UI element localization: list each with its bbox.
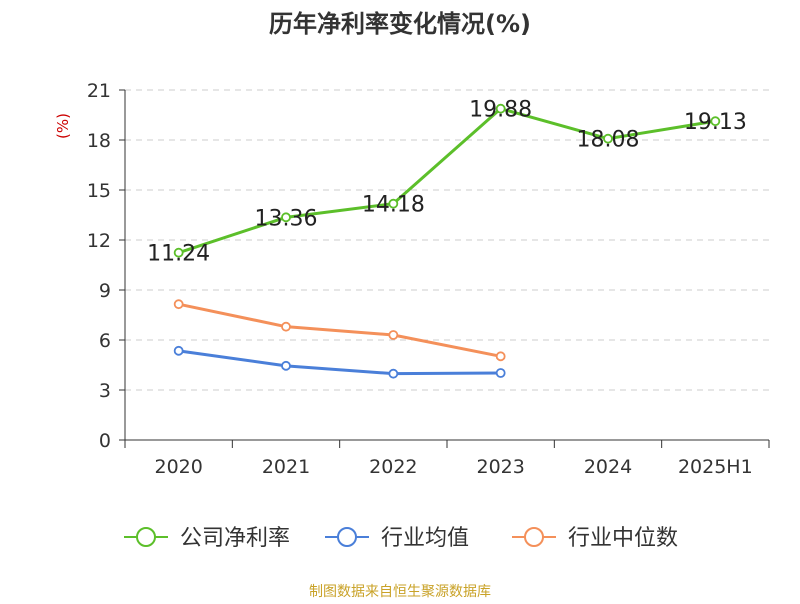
legend-label: 公司净利率 (180, 526, 290, 551)
data-point (173, 247, 184, 258)
x-tick-label: 2023 (476, 456, 524, 478)
data-point (173, 345, 184, 356)
series-lines (173, 103, 721, 379)
data-point (710, 116, 721, 127)
data-point (603, 133, 613, 144)
data-label: 11.24 (147, 242, 210, 267)
x-tick-label: 2025H1 (678, 456, 753, 478)
data-point (173, 299, 184, 310)
data-labels: 11.24 13.36 14.18 19.88 18.08 19.13 (147, 98, 747, 267)
chart-title: 历年净利率变化情况(%) (269, 10, 531, 38)
x-tick-label: 2021 (262, 456, 310, 478)
y-tick-label: 12 (87, 230, 111, 252)
y-tick-label: 3 (99, 380, 111, 402)
series-line (178, 107, 716, 255)
data-point (495, 351, 506, 362)
y-tick-label: 6 (99, 330, 111, 352)
y-tick-label: 9 (99, 280, 111, 302)
data-label: 19.13 (684, 110, 747, 135)
series-line (178, 302, 501, 358)
x-tick-label: 2024 (584, 456, 632, 478)
legend-marker (524, 527, 544, 547)
data-point (495, 368, 506, 378)
legend-label: 行业中位数 (568, 526, 678, 551)
data-label: 18.08 (577, 128, 640, 153)
x-tick-label: 2020 (154, 456, 202, 478)
data-label: 19.88 (469, 98, 532, 123)
y-tick-label: 21 (87, 80, 111, 102)
data-point (388, 198, 399, 209)
data-point (388, 368, 399, 379)
axes: 0 3 6 9 12 15 18 21 2020 2021 2022 2023 2024 2025H1 (87, 80, 770, 478)
legend-marker (337, 527, 357, 547)
legend: 公司净利率 行业均值 行业中位数 (124, 526, 678, 551)
data-point (388, 330, 399, 340)
data-point (281, 321, 291, 332)
data-label: 14.18 (362, 193, 425, 218)
data-label: 13.36 (255, 206, 318, 231)
y-tick-label: 0 (99, 430, 111, 452)
legend-label: 行业均值 (381, 526, 469, 551)
y-tick-label: 15 (87, 180, 111, 202)
data-point (281, 212, 291, 223)
data-point (495, 103, 506, 114)
grid-lines (125, 89, 769, 391)
legend-marker (136, 527, 156, 547)
y-tick-label: 18 (87, 130, 111, 152)
data-point (281, 360, 291, 371)
series-line (178, 349, 501, 376)
x-tick-label: 2022 (369, 456, 417, 478)
source-note: 制图数据来自恒生聚源数据库 (309, 584, 491, 600)
y-axis-label: (%) (54, 113, 72, 139)
